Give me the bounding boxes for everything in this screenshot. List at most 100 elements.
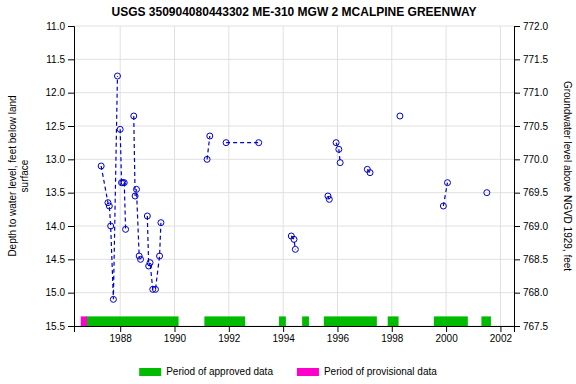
axis-line: [68, 27, 75, 327]
grid-line: [74, 226, 514, 227]
point: [133, 186, 139, 192]
y2-axis: 767.5768.0768.5769.0769.5770.0770.5771.0…: [514, 21, 548, 332]
tick: 15.0: [46, 287, 74, 298]
point: [147, 260, 153, 266]
tick: 770.5: [514, 121, 548, 132]
tick-mark: [68, 126, 74, 127]
period-bar: [434, 316, 468, 326]
point: [223, 140, 229, 146]
tick-label: 1990: [164, 333, 187, 344]
grid-line: [74, 126, 514, 127]
period-bar: [388, 316, 399, 326]
tick: 11.5: [46, 54, 74, 65]
tick-label: 769.5: [523, 187, 548, 198]
grid-line: [120, 26, 121, 326]
grid-line: [337, 26, 338, 326]
marks: [81, 73, 491, 326]
tick: 1988: [110, 326, 133, 344]
grid-line: [500, 26, 501, 326]
point: [440, 203, 446, 209]
tick: 13.0: [46, 154, 74, 165]
period-bar: [302, 316, 309, 326]
tick-label: 2000: [435, 333, 458, 344]
tick-mark: [514, 193, 520, 194]
grid-line: [74, 26, 514, 27]
tick-label: 13.5: [46, 187, 66, 198]
tick: 14.5: [46, 254, 74, 265]
grid-line: [74, 292, 514, 293]
tick-label: 15.5: [46, 321, 66, 332]
point: [138, 256, 144, 262]
legend-swatch: [297, 368, 319, 376]
point: [292, 246, 298, 252]
grid-line: [74, 159, 514, 160]
tick-label: 12.0: [46, 87, 66, 98]
tick: 12.0: [46, 87, 74, 98]
tick: 2000: [435, 326, 458, 344]
tick: 771.0: [514, 87, 548, 98]
point: [367, 170, 373, 176]
tick: 13.5: [46, 187, 74, 198]
period-bar: [204, 316, 245, 326]
tick-mark: [68, 59, 74, 60]
point: [144, 213, 150, 219]
tick: 11.0: [46, 21, 74, 32]
tick-label: 767.5: [523, 321, 548, 332]
tick: 1990: [164, 326, 187, 344]
legend-label: Period of approved data: [166, 366, 273, 377]
point: [106, 203, 112, 209]
tick: 768.5: [514, 254, 548, 265]
tick: 1998: [381, 326, 404, 344]
point: [484, 190, 490, 196]
period-bar: [324, 316, 377, 326]
legend-item: Period of approved data: [139, 366, 273, 377]
tick-mark: [174, 326, 175, 332]
tick-mark: [514, 26, 520, 27]
point: [337, 160, 343, 166]
tick-mark: [229, 326, 230, 332]
tick: 2002: [490, 326, 513, 344]
tick-label: 15.0: [46, 287, 66, 298]
point: [207, 133, 213, 139]
tick-mark: [500, 326, 501, 332]
tick-label: 11.0: [46, 21, 65, 32]
grid-line: [74, 59, 514, 60]
point: [444, 180, 450, 186]
period-bar: [481, 316, 491, 326]
tick-label: 14.5: [46, 254, 66, 265]
tick-label: 770.0: [523, 154, 548, 165]
legend-label: Period of provisional data: [324, 366, 437, 377]
tick-mark: [283, 326, 284, 332]
point: [204, 156, 210, 162]
point: [333, 140, 339, 146]
tick: 12.5: [46, 121, 74, 132]
tick-mark: [68, 26, 74, 27]
tick-mark: [514, 59, 520, 60]
point: [117, 126, 123, 132]
point: [121, 180, 127, 186]
point: [114, 73, 120, 79]
tick-mark: [68, 293, 74, 294]
tick-label: 1988: [110, 333, 133, 344]
grid-line: [391, 26, 392, 326]
legend: Period of approved data Period of provisi…: [139, 366, 437, 377]
tick-mark: [514, 159, 520, 160]
tick: 15.5: [46, 321, 74, 332]
tick-label: 1992: [218, 333, 241, 344]
tick-label: 13.0: [46, 154, 66, 165]
tick: 771.5: [514, 54, 548, 65]
tick-mark: [68, 193, 74, 194]
grid-line: [74, 192, 514, 193]
tick-label: 769.0: [523, 221, 548, 232]
legend-swatch: [139, 368, 161, 376]
tick-mark: [514, 326, 520, 327]
tick-mark: [392, 326, 393, 332]
tick: 14.0: [46, 221, 74, 232]
tick-label: 1996: [327, 333, 350, 344]
tick: 1994: [273, 326, 296, 344]
tick-label: 2002: [490, 333, 513, 344]
tick-label: 772.0: [523, 21, 548, 32]
grid-line: [74, 92, 514, 93]
title: USGS 350904080443302 ME-310 MGW 2 MCALPI…: [111, 5, 476, 19]
legend-item: Period of provisional data: [297, 366, 437, 377]
